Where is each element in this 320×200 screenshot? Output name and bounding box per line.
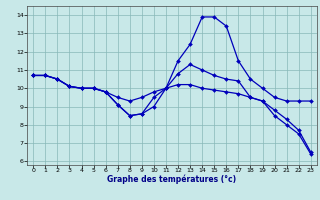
X-axis label: Graphe des températures (°c): Graphe des températures (°c) (108, 175, 236, 184)
